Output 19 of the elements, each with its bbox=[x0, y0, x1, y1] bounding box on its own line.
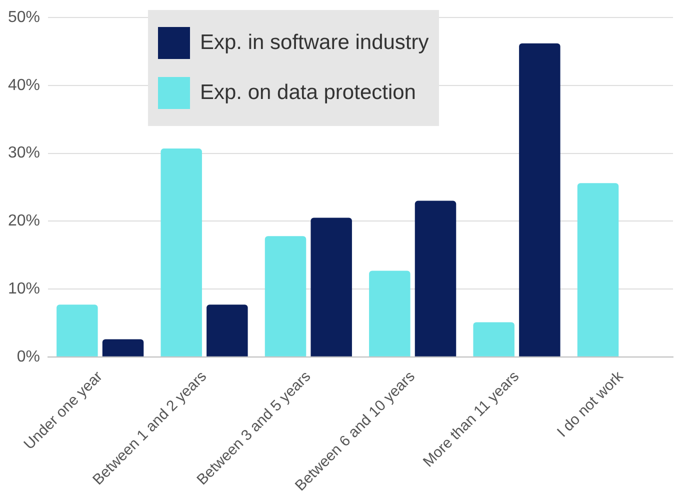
bar bbox=[264, 236, 306, 356]
bar bbox=[577, 183, 619, 356]
y-tick-label: 0% bbox=[16, 348, 40, 366]
bar bbox=[102, 339, 144, 356]
legend-label: Exp. on data protection bbox=[200, 81, 416, 105]
bar bbox=[473, 322, 514, 356]
y-tick-label: 10% bbox=[8, 280, 40, 298]
y-tick-label: 30% bbox=[8, 144, 40, 162]
bar bbox=[519, 43, 560, 356]
y-tick-label: 40% bbox=[8, 76, 40, 94]
bar bbox=[206, 304, 248, 356]
y-tick-label: 20% bbox=[8, 212, 40, 230]
legend-label: Exp. in software industry bbox=[200, 31, 429, 55]
bar bbox=[414, 200, 456, 356]
bar bbox=[310, 218, 352, 356]
bar bbox=[56, 304, 98, 356]
bar bbox=[160, 148, 202, 356]
y-tick-label: 50% bbox=[8, 9, 40, 26]
bar bbox=[369, 270, 410, 356]
